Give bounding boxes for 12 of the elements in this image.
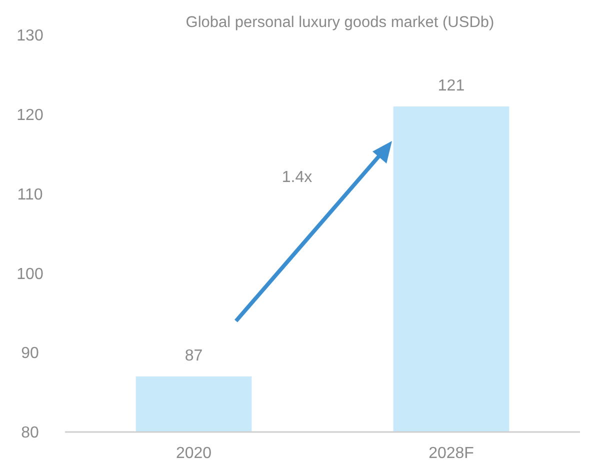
y-tick-label: 120 xyxy=(16,107,44,124)
y-tick-label: 110 xyxy=(17,186,43,204)
x-tick-label: 2020 xyxy=(176,445,212,462)
y-tick-label: 80 xyxy=(21,424,39,442)
data-label: 121 xyxy=(438,77,465,94)
y-tick-label: 90 xyxy=(21,345,39,362)
y-tick-label: 130 xyxy=(16,28,44,45)
y-tick-label: 100 xyxy=(16,266,44,283)
x-tick-label: 2028F xyxy=(428,445,474,462)
annotation: 1.4x xyxy=(282,169,312,186)
chart-title: Global personal luxury goods market (USDb) xyxy=(186,14,494,31)
data-label: 87 xyxy=(184,347,203,364)
